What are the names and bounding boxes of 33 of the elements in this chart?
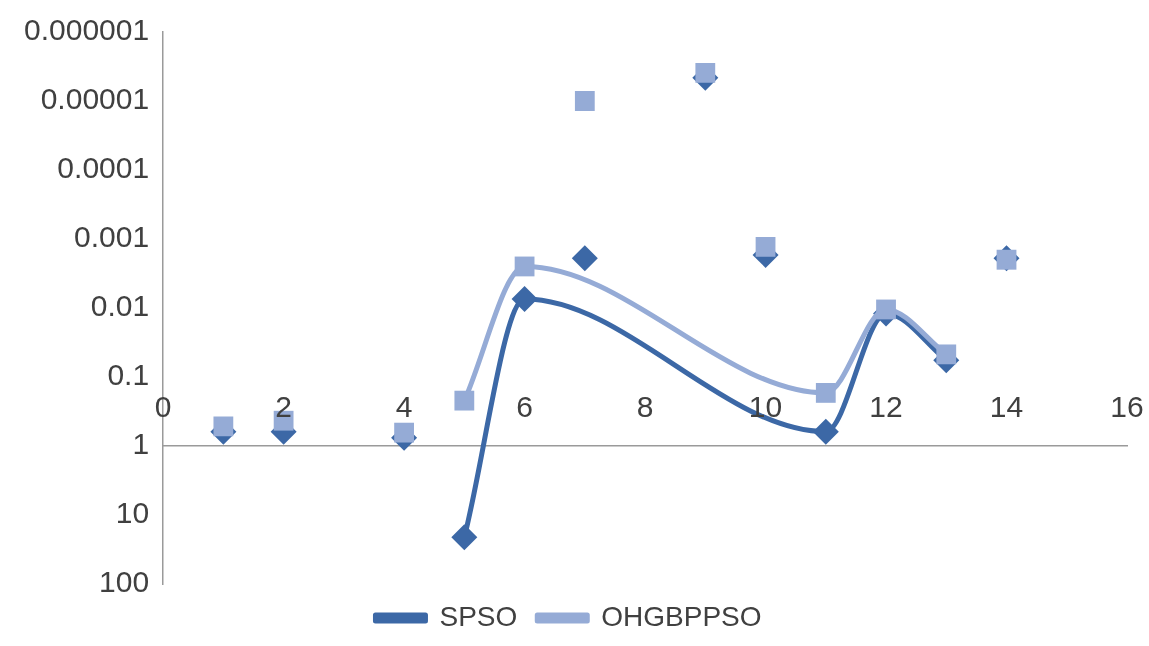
point <box>815 383 836 403</box>
x-tick-label: 16 <box>1110 390 1144 424</box>
x-tick-label: 0 <box>154 390 172 424</box>
y-tick-label: 0.001 <box>74 220 150 254</box>
point <box>394 422 414 443</box>
x-tick-label: 6 <box>516 390 533 424</box>
point <box>812 418 839 445</box>
point <box>511 285 538 312</box>
x-tick-label: 12 <box>869 390 903 424</box>
legend-label: OHGBPPSO <box>601 600 762 632</box>
y-tick-label: 0.0001 <box>57 151 150 185</box>
point <box>454 390 475 411</box>
point <box>695 62 716 83</box>
y-tick-label: 0.01 <box>90 289 150 323</box>
y-tick-label: 100 <box>99 565 150 599</box>
y-tick-label: 0.1 <box>107 358 150 392</box>
point <box>574 91 595 111</box>
point <box>755 236 776 257</box>
point <box>571 245 598 272</box>
x-tick-label: 4 <box>395 390 413 424</box>
point <box>514 256 535 277</box>
y-tick-label: 10 <box>115 496 150 530</box>
x-tick-label: 8 <box>636 390 654 424</box>
y-tick-label: 0.00001 <box>40 82 150 116</box>
point <box>876 299 896 320</box>
y-tick-label: 0.000001 <box>23 13 150 47</box>
point <box>213 416 234 437</box>
point <box>936 344 957 365</box>
x-tick-label: 14 <box>989 390 1024 424</box>
point <box>451 524 478 551</box>
legend-label: SPSO <box>439 600 518 632</box>
x-tick-label: 10 <box>748 390 783 424</box>
y-tick-label: 1 <box>132 427 150 461</box>
